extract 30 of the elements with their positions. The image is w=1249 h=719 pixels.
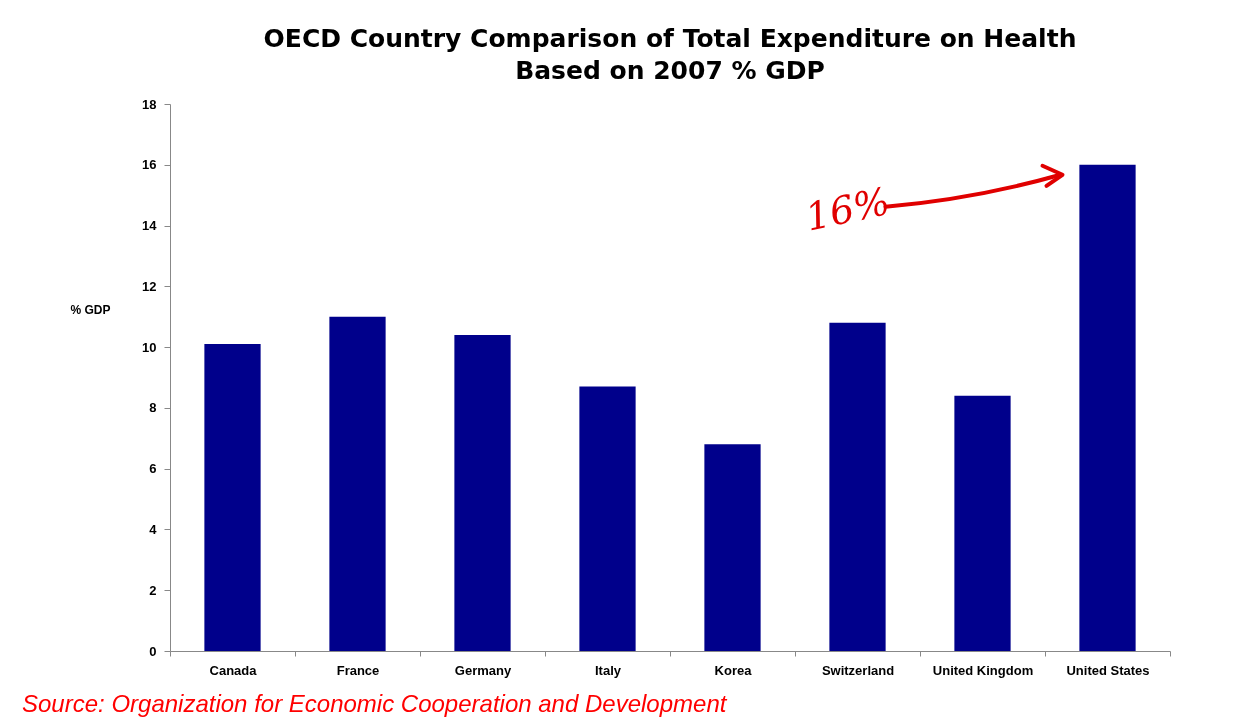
y-tick-label: 6 <box>149 461 157 477</box>
y-tick-label: 14 <box>142 218 158 234</box>
x-tick-label: Canada <box>209 662 258 678</box>
y-axis-title: % GDP <box>70 302 111 317</box>
bar <box>454 334 511 651</box>
bar <box>1079 164 1136 651</box>
bar <box>329 316 386 651</box>
chart-title: OECD Country Comparison of Total Expenditure on Health Based on 2007 % GDP <box>263 24 1077 85</box>
x-tick-label: Germany <box>454 662 512 678</box>
x-tick-label: United Kingdom <box>932 662 1034 678</box>
bar <box>704 444 761 651</box>
bar <box>204 344 261 651</box>
y-tick-label: 2 <box>149 582 157 598</box>
bar <box>829 322 886 651</box>
x-tick-label: Switzerland <box>821 662 895 678</box>
bar <box>954 395 1011 651</box>
x-tick-label: United States <box>1066 662 1150 678</box>
y-tick-label: 10 <box>142 339 157 355</box>
y-tick-label: 18 <box>142 96 157 112</box>
y-tick-label: 8 <box>149 400 157 416</box>
source-note: Source: Organization for Economic Cooperation and Development <box>22 690 727 718</box>
x-tick-label: France <box>336 662 380 678</box>
y-tick-label: 12 <box>142 278 157 294</box>
annotation: 16% <box>801 179 894 240</box>
x-tick-label: Italy <box>594 662 622 678</box>
y-tick-label: 4 <box>149 521 158 537</box>
bar <box>579 386 636 651</box>
y-tick-label: 16 <box>142 157 157 173</box>
y-tick-label: 0 <box>149 643 157 659</box>
x-tick-label: Korea <box>714 662 753 678</box>
